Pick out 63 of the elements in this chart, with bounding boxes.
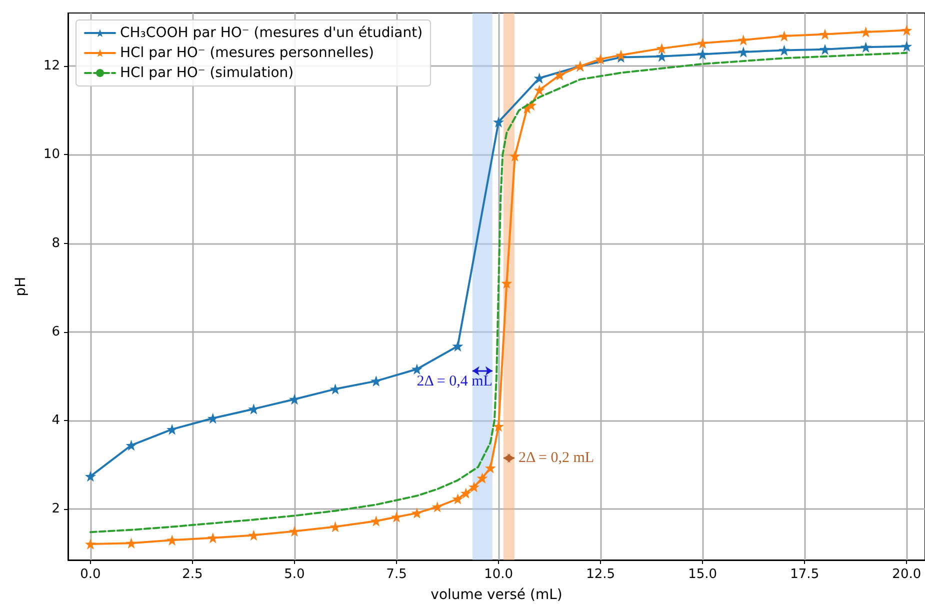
point — [534, 84, 545, 96]
point — [554, 70, 566, 81]
point — [656, 50, 668, 62]
point — [778, 44, 790, 56]
point — [860, 26, 872, 38]
point — [84, 470, 96, 482]
point — [207, 412, 218, 424]
point — [738, 46, 749, 58]
y-tick-label: 6 — [52, 324, 60, 340]
point — [778, 30, 790, 42]
x-axis-title: volume versé (mL) — [430, 587, 562, 603]
point — [330, 384, 341, 395]
point — [697, 48, 708, 60]
legend-label: HCl par HO⁻ (mesures personnelles) — [120, 45, 374, 61]
point — [738, 34, 749, 46]
y-tick-label: 2 — [52, 502, 60, 517]
point — [901, 40, 912, 52]
x-tick-label: 0.0 — [80, 567, 101, 582]
point — [288, 526, 300, 537]
annotation: 2Δ = 0,2 mL — [518, 450, 594, 466]
x-tick-label: 10.0 — [484, 567, 514, 582]
point — [411, 364, 422, 375]
point — [370, 376, 382, 387]
annotation: 2Δ = 0,4 mL — [416, 373, 492, 390]
y-tick-label: 12 — [43, 58, 60, 74]
point — [901, 24, 912, 36]
point — [484, 462, 496, 474]
point — [860, 42, 872, 53]
y-tick-label: 4 — [52, 412, 60, 428]
x-tick-label: 12.5 — [586, 567, 616, 582]
point — [476, 472, 488, 484]
point — [207, 532, 218, 544]
point — [126, 440, 137, 451]
x-tick-label: 7.5 — [386, 567, 407, 582]
point — [166, 534, 178, 546]
point — [493, 116, 504, 128]
point — [820, 28, 831, 40]
point — [452, 493, 464, 504]
x-tick-label: 2.5 — [182, 567, 203, 582]
point — [411, 508, 422, 519]
point — [820, 44, 831, 55]
x-tick-label: 15.0 — [688, 567, 718, 582]
point — [534, 72, 545, 84]
point — [330, 521, 341, 532]
x-tick-label: 17.5 — [790, 567, 820, 582]
point — [166, 424, 178, 435]
point — [288, 394, 300, 405]
point — [697, 38, 708, 49]
point — [432, 501, 443, 512]
point — [452, 340, 464, 352]
y-tick-label: 10 — [43, 147, 60, 162]
x-tick-label: 5.0 — [284, 567, 305, 582]
x-tick-label: 20.0 — [892, 567, 922, 582]
y-tick-label: 8 — [52, 236, 60, 251]
y-axis-title: pH — [13, 276, 29, 296]
legend-label: CH₃COOH par HO⁻ (mesures d'un étudiant) — [120, 25, 423, 41]
point — [460, 488, 472, 499]
point — [509, 150, 520, 162]
point — [84, 538, 96, 550]
point — [248, 530, 260, 541]
point — [468, 481, 480, 492]
point — [126, 538, 137, 549]
legend-label: HCl par HO⁻ (simulation) — [120, 65, 294, 81]
